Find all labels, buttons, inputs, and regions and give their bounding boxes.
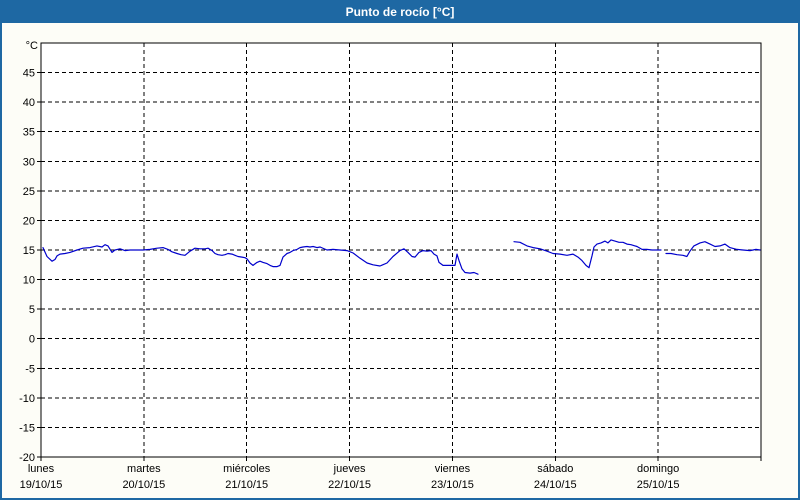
- y-axis-unit-label: °C: [26, 40, 38, 52]
- dewpoint-chart: 45 40 35 30 25 20 15 10 5 0 -5 -10 -15 -20 °C lunes 19/1…: [19, 40, 762, 491]
- x-day-name-label: jueves: [333, 463, 366, 475]
- y-tick-label: 5: [29, 304, 35, 316]
- window-titlebar: Punto de rocío [°C]: [2, 2, 798, 23]
- x-date-label: 25/10/15: [637, 479, 680, 491]
- y-tick-label: 35: [23, 127, 35, 139]
- plot-border: [40, 42, 762, 458]
- x-day-name-label: martes: [127, 463, 161, 475]
- dewpoint-line-segment: [42, 244, 479, 275]
- chart-region: 45 40 35 30 25 20 15 10 5 0 -5 -10 -15 -20 °C lunes 19/1…: [2, 23, 798, 497]
- x-day-name-label: miércoles: [223, 463, 271, 475]
- y-tick-label: -5: [25, 363, 35, 375]
- x-day-name-label: viernes: [435, 463, 471, 475]
- dewpoint-line-segment: [513, 239, 662, 269]
- y-tick-label: 30: [23, 156, 35, 168]
- x-day-name-label: domingo: [637, 463, 679, 475]
- y-tick-label: -15: [19, 422, 35, 434]
- x-date-label: 24/10/15: [534, 479, 577, 491]
- y-tick-label: 25: [23, 186, 35, 198]
- x-date-label: 20/10/15: [122, 479, 165, 491]
- y-tick-label: 20: [23, 215, 35, 227]
- y-tick-label: -10: [19, 393, 35, 405]
- x-day-name-label: sábado: [537, 463, 573, 475]
- x-date-label: 22/10/15: [328, 479, 371, 491]
- dewpoint-line-segment: [665, 241, 761, 258]
- window-title: Punto de rocío [°C]: [345, 5, 455, 19]
- y-tick-label: 10: [23, 275, 35, 287]
- x-day-name-label: lunes: [28, 463, 55, 475]
- y-tick-label: 45: [23, 68, 35, 80]
- y-tick-label: -20: [19, 452, 35, 464]
- y-tick-label: 0: [29, 334, 35, 346]
- x-date-label: 21/10/15: [225, 479, 268, 491]
- x-date-label: 19/10/15: [20, 479, 63, 491]
- x-date-label: 23/10/15: [431, 479, 474, 491]
- y-tick-label: 40: [23, 97, 35, 109]
- y-tick-label: 15: [23, 245, 35, 257]
